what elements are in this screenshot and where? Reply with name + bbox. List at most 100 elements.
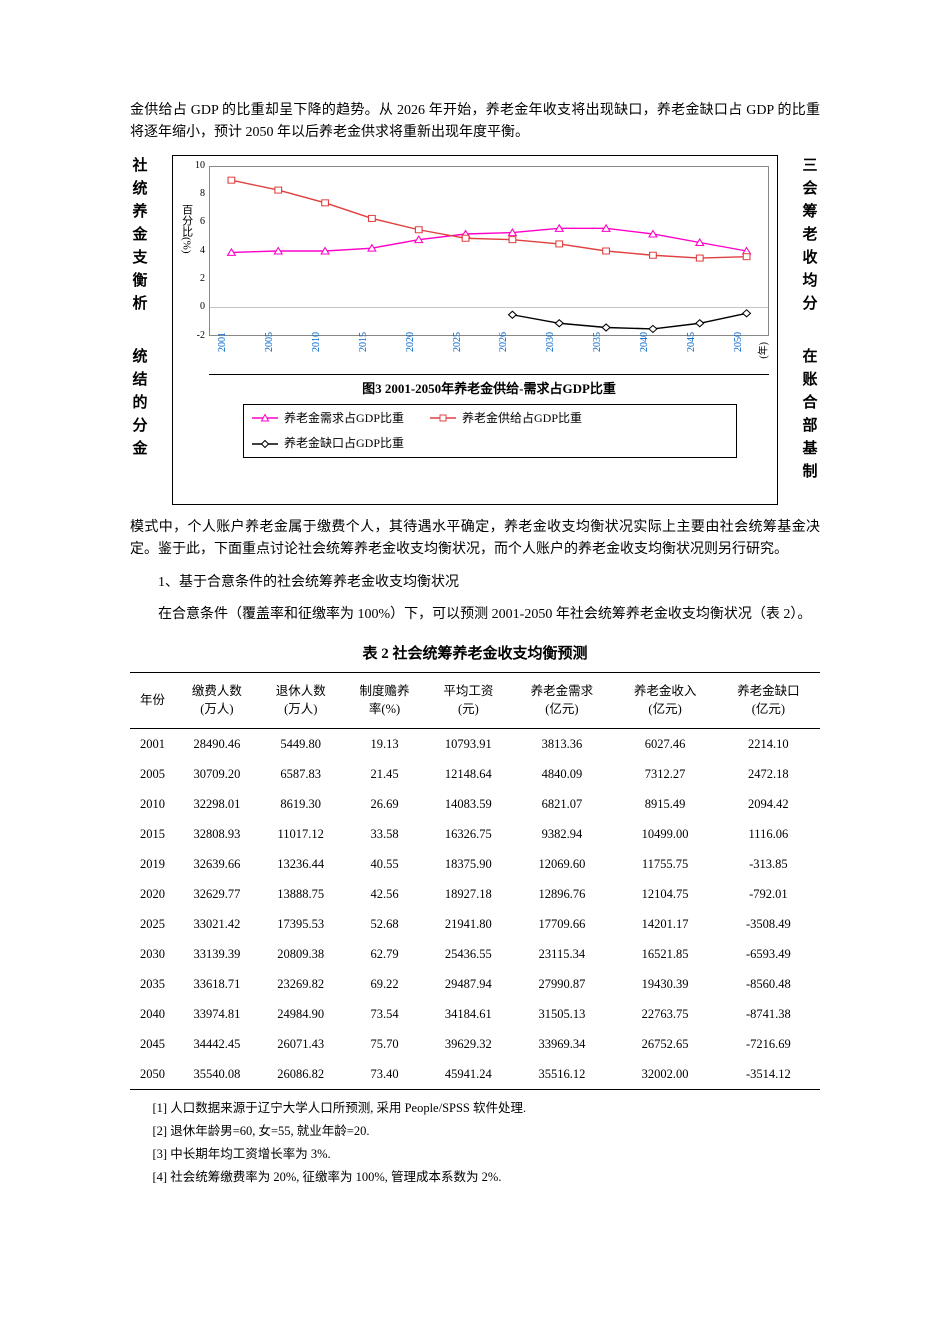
table-row: 205035540.0826086.8273.4045941.2435516.1… bbox=[130, 1059, 820, 1090]
table-cell: 9382.94 bbox=[510, 819, 613, 849]
table-cell: 32298.01 bbox=[175, 789, 259, 819]
legend-item: 养老金缺口占GDP比重 bbox=[252, 434, 404, 453]
table-cell: 12148.64 bbox=[426, 759, 510, 789]
y-tick: 2 bbox=[187, 271, 205, 287]
table-cell: 2045 bbox=[130, 1029, 175, 1059]
table-cell: 6821.07 bbox=[510, 789, 613, 819]
table-cell: 6027.46 bbox=[613, 729, 716, 760]
table-cell: 1116.06 bbox=[717, 819, 820, 849]
table-cell: 33618.71 bbox=[175, 969, 259, 999]
table-cell: 40.55 bbox=[343, 849, 427, 879]
table-cell: 7312.27 bbox=[613, 759, 716, 789]
table-cell: 11755.75 bbox=[613, 849, 716, 879]
table-row: 202032629.7713888.7542.5618927.1812896.7… bbox=[130, 879, 820, 909]
table-cell: -3514.12 bbox=[717, 1059, 820, 1090]
table-cell: 14201.17 bbox=[613, 909, 716, 939]
table-row: 204033974.8124984.9073.5434184.6131505.1… bbox=[130, 999, 820, 1029]
table-title: 表 2 社会统筹养老金收支均衡预测 bbox=[130, 642, 820, 666]
table-cell: -8560.48 bbox=[717, 969, 820, 999]
chart-legend: 养老金需求占GDP比重养老金供给占GDP比重养老金缺口占GDP比重 bbox=[243, 404, 737, 458]
legend-item: 养老金供给占GDP比重 bbox=[430, 409, 582, 428]
table-header-cell: 年份 bbox=[130, 673, 175, 729]
x-tick: 2020 bbox=[403, 332, 419, 352]
table-cell: 33974.81 bbox=[175, 999, 259, 1029]
table-cell: -792.01 bbox=[717, 879, 820, 909]
body-paragraph-2: 在合意条件（覆盖率和征缴率为 100%）下，可以预测 2001-2050 年社会… bbox=[130, 604, 820, 626]
table-cell: -8741.38 bbox=[717, 999, 820, 1029]
table-cell: 10499.00 bbox=[613, 819, 716, 849]
y-tick: -2 bbox=[187, 328, 205, 344]
x-tick: 2050 bbox=[731, 332, 747, 352]
table-cell: 18927.18 bbox=[426, 879, 510, 909]
table-cell: 17395.53 bbox=[259, 909, 343, 939]
table-cell: 19.13 bbox=[343, 729, 427, 760]
table-cell: 52.68 bbox=[343, 909, 427, 939]
footnote: [4] 社会统筹缴费率为 20%, 征缴率为 100%, 管理成本系数为 2%. bbox=[130, 1167, 820, 1187]
data-table: 年份缴费人数(万人)退休人数(万人)制度赡养率(%)平均工资(元)养老金需求(亿… bbox=[130, 672, 820, 1090]
table-cell: 73.40 bbox=[343, 1059, 427, 1090]
x-tick: 2001 bbox=[215, 332, 231, 352]
table-cell: 2020 bbox=[130, 879, 175, 909]
table-cell: 35516.12 bbox=[510, 1059, 613, 1090]
table-cell: 26071.43 bbox=[259, 1029, 343, 1059]
x-tick: 2045 bbox=[684, 332, 700, 352]
table-cell: 17709.66 bbox=[510, 909, 613, 939]
chart-plot-area: -202468102001200520102015202020252026203… bbox=[209, 166, 769, 336]
table-header-row: 年份缴费人数(万人)退休人数(万人)制度赡养率(%)平均工资(元)养老金需求(亿… bbox=[130, 673, 820, 729]
chart-title: 图3 2001-2050年养老金供给-需求占GDP比重 bbox=[209, 374, 769, 400]
table-row: 201932639.6613236.4440.5518375.9012069.6… bbox=[130, 849, 820, 879]
table-cell: 10793.91 bbox=[426, 729, 510, 760]
table-header-cell: 缴费人数(万人) bbox=[175, 673, 259, 729]
x-tick: 2025 bbox=[450, 332, 466, 352]
table-cell: 14083.59 bbox=[426, 789, 510, 819]
table-cell: 23269.82 bbox=[259, 969, 343, 999]
x-tick: 2035 bbox=[590, 332, 606, 352]
table-row: 200530709.206587.8321.4512148.644840.097… bbox=[130, 759, 820, 789]
table-header-cell: 养老金需求(亿元) bbox=[510, 673, 613, 729]
table-cell: 12896.76 bbox=[510, 879, 613, 909]
table-cell: 12104.75 bbox=[613, 879, 716, 909]
x-tick: 2005 bbox=[262, 332, 278, 352]
y-tick: 6 bbox=[187, 214, 205, 230]
table-cell: 24984.90 bbox=[259, 999, 343, 1029]
table-cell: 33139.39 bbox=[175, 939, 259, 969]
table-header-cell: 制度赡养率(%) bbox=[343, 673, 427, 729]
table-cell: 8619.30 bbox=[259, 789, 343, 819]
table-cell: 21.45 bbox=[343, 759, 427, 789]
x-tick: 2026 bbox=[496, 332, 512, 352]
table-cell: 4840.09 bbox=[510, 759, 613, 789]
table-cell: -3508.49 bbox=[717, 909, 820, 939]
table-cell: 13888.75 bbox=[259, 879, 343, 909]
table-row: 203533618.7123269.8269.2229487.9427990.8… bbox=[130, 969, 820, 999]
table-cell: 2001 bbox=[130, 729, 175, 760]
table-cell: -7216.69 bbox=[717, 1029, 820, 1059]
table-cell: 2015 bbox=[130, 819, 175, 849]
footnotes: [1] 人口数据来源于辽宁大学人口所预测, 采用 People/SPSS 软件处… bbox=[130, 1098, 820, 1187]
table-cell: -6593.49 bbox=[717, 939, 820, 969]
table-cell: 2010 bbox=[130, 789, 175, 819]
y-tick: 10 bbox=[187, 158, 205, 174]
table-cell: 34184.61 bbox=[426, 999, 510, 1029]
table-cell: 2025 bbox=[130, 909, 175, 939]
table-cell: 16521.85 bbox=[613, 939, 716, 969]
y-tick: 0 bbox=[187, 299, 205, 315]
table-cell: 42.56 bbox=[343, 879, 427, 909]
table-cell: 32808.93 bbox=[175, 819, 259, 849]
table-cell: 32629.77 bbox=[175, 879, 259, 909]
table-cell: 23115.34 bbox=[510, 939, 613, 969]
table-cell: 13236.44 bbox=[259, 849, 343, 879]
table-header-cell: 平均工资(元) bbox=[426, 673, 510, 729]
table-cell: 33.58 bbox=[343, 819, 427, 849]
table-cell: 27990.87 bbox=[510, 969, 613, 999]
table-cell: 35540.08 bbox=[175, 1059, 259, 1090]
table-cell: 26086.82 bbox=[259, 1059, 343, 1090]
table-cell: 29487.94 bbox=[426, 969, 510, 999]
table-cell: 33969.34 bbox=[510, 1029, 613, 1059]
body-subheading-1: 1、基于合意条件的社会统筹养老金收支均衡状况 bbox=[130, 572, 820, 594]
footnote: [1] 人口数据来源于辽宁大学人口所预测, 采用 People/SPSS 软件处… bbox=[130, 1098, 820, 1118]
table-cell: 32639.66 bbox=[175, 849, 259, 879]
chart-region: 社统养金支衡析统结的分金 三会筹老收均分在账合部基制 百分比(%) -20246… bbox=[130, 155, 820, 505]
table-row: 202533021.4217395.5352.6821941.8017709.6… bbox=[130, 909, 820, 939]
table-cell: 2050 bbox=[130, 1059, 175, 1090]
table-cell: 2019 bbox=[130, 849, 175, 879]
